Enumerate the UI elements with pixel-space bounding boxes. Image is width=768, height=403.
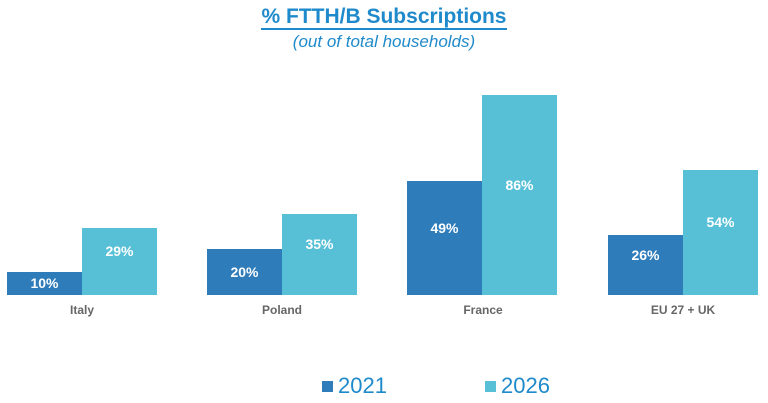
bar-2026: 35% xyxy=(282,213,357,295)
legend-label: 2026 xyxy=(501,373,550,398)
category-label: EU 27 + UK xyxy=(650,303,716,317)
legend-swatch xyxy=(322,380,333,392)
chart-title: % FTTH/B Subscriptions xyxy=(261,5,507,30)
bar-2021: 20% xyxy=(207,248,282,295)
category-label: France xyxy=(463,303,503,317)
bar-2021: 49% xyxy=(407,181,482,295)
legend-item-2021: 2021 xyxy=(322,373,387,399)
category-label: Italy xyxy=(69,303,94,317)
legend-swatch xyxy=(485,380,496,392)
legend-label: 2021 xyxy=(338,373,387,398)
category-label: Poland xyxy=(261,303,302,317)
bar-2026: 54% xyxy=(683,169,758,295)
bar-2026: 86% xyxy=(482,95,557,295)
bar-2021: 10% xyxy=(7,271,82,295)
bar-2021: 26% xyxy=(608,234,683,295)
bar-2026: 29% xyxy=(82,227,157,295)
chart-subtitle: (out of total households) xyxy=(292,32,476,51)
legend-item-2026: 2026 xyxy=(485,373,550,399)
